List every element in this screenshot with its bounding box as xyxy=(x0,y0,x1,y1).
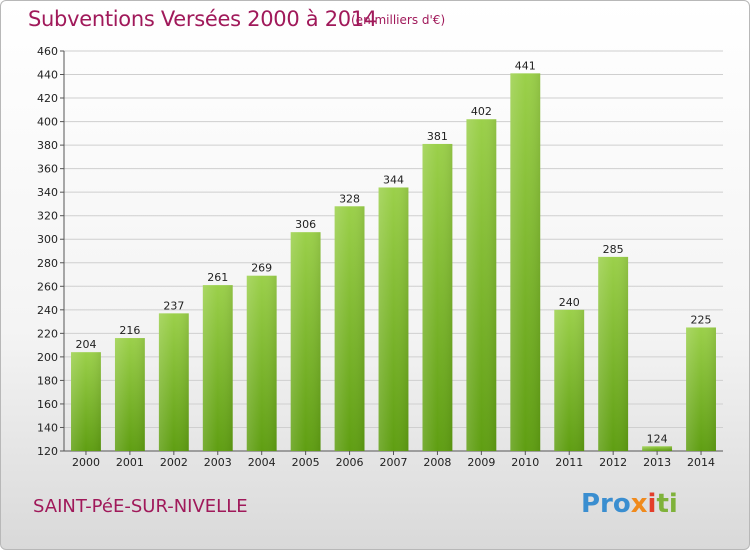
x-tick-label: 2004 xyxy=(248,456,276,469)
x-tick-label: 2002 xyxy=(160,456,188,469)
bar-shine xyxy=(598,256,629,451)
x-tick-label: 2012 xyxy=(599,456,627,469)
bar-shine xyxy=(378,187,409,451)
bars: 204 216 237 261 269 306 328 344 381 402 441 240 285 1… xyxy=(71,59,716,452)
bar-shine xyxy=(158,313,189,451)
value-label: 441 xyxy=(515,59,536,72)
x-tick-label: 2006 xyxy=(336,456,364,469)
y-tick-label: 400 xyxy=(37,116,58,129)
value-label: 402 xyxy=(471,105,492,118)
x-tick-label: 2011 xyxy=(555,456,583,469)
bar-shine xyxy=(510,73,541,452)
value-label: 381 xyxy=(427,130,448,143)
value-label: 306 xyxy=(295,218,316,231)
y-tick-label: 160 xyxy=(37,398,58,411)
value-label: 204 xyxy=(75,338,96,351)
bar-shine xyxy=(114,338,145,451)
y-tick-label: 220 xyxy=(37,327,58,340)
logo-part-4: ti xyxy=(656,489,678,519)
y-tick-label: 360 xyxy=(37,163,58,176)
x-tick-label: 2005 xyxy=(292,456,320,469)
y-tick-label: 340 xyxy=(37,186,58,199)
bar-shine xyxy=(71,352,101,451)
value-label: 344 xyxy=(383,173,404,186)
value-label: 124 xyxy=(647,432,668,445)
bar-shine xyxy=(334,206,365,451)
y-tick-label: 380 xyxy=(37,139,58,152)
y-tick-label: 180 xyxy=(37,374,58,387)
bar-shine xyxy=(466,119,497,451)
chart-subtitle: (en milliers d'€) xyxy=(351,13,446,27)
x-tick-label: 2003 xyxy=(204,456,232,469)
chart-title: Subventions Versées 2000 à 2014 xyxy=(28,7,377,31)
logo-part-3: i xyxy=(647,489,657,519)
y-tick-label: 120 xyxy=(37,445,58,458)
value-label: 237 xyxy=(163,299,184,312)
value-label: 225 xyxy=(691,313,712,326)
x-tick-label: 2001 xyxy=(116,456,144,469)
bar-shine xyxy=(642,446,673,451)
y-tick-label: 460 xyxy=(37,45,58,58)
value-label: 328 xyxy=(339,192,360,205)
y-tick-label: 260 xyxy=(37,280,58,293)
y-tick-label: 140 xyxy=(37,421,58,434)
bar-shine xyxy=(554,309,585,451)
bar-shine xyxy=(246,275,277,451)
bar-shine xyxy=(290,232,321,451)
x-tick-label: 2010 xyxy=(511,456,539,469)
logo-part-2: x xyxy=(630,489,648,519)
value-label: 285 xyxy=(603,243,624,256)
bar-shine xyxy=(686,327,716,451)
value-label: 240 xyxy=(559,296,580,309)
commune-name: SAINT-PéE-SUR-NIVELLE xyxy=(33,496,248,517)
value-label: 269 xyxy=(251,262,272,275)
x-tick-label: 2013 xyxy=(643,456,671,469)
bar-shine xyxy=(422,143,453,452)
y-tick-label: 200 xyxy=(37,351,58,364)
y-tick-label: 300 xyxy=(37,233,58,246)
x-tick-label: 2014 xyxy=(687,456,715,469)
y-tick-label: 280 xyxy=(37,257,58,270)
y-tick-label: 440 xyxy=(37,69,58,82)
value-label: 261 xyxy=(207,271,228,284)
x-tick-label: 2009 xyxy=(467,456,495,469)
y-tick-label: 240 xyxy=(37,304,58,317)
bar-shine xyxy=(202,285,233,451)
y-tick-label: 320 xyxy=(37,210,58,223)
x-tick-label: 2008 xyxy=(423,456,451,469)
logo-part-1: Pro xyxy=(581,489,631,519)
x-tick-label: 2007 xyxy=(380,456,408,469)
proxiti-logo: Proxiti xyxy=(581,489,678,519)
value-label: 216 xyxy=(119,324,140,337)
x-tick-label: 2000 xyxy=(72,456,100,469)
y-tick-label: 420 xyxy=(37,92,58,105)
